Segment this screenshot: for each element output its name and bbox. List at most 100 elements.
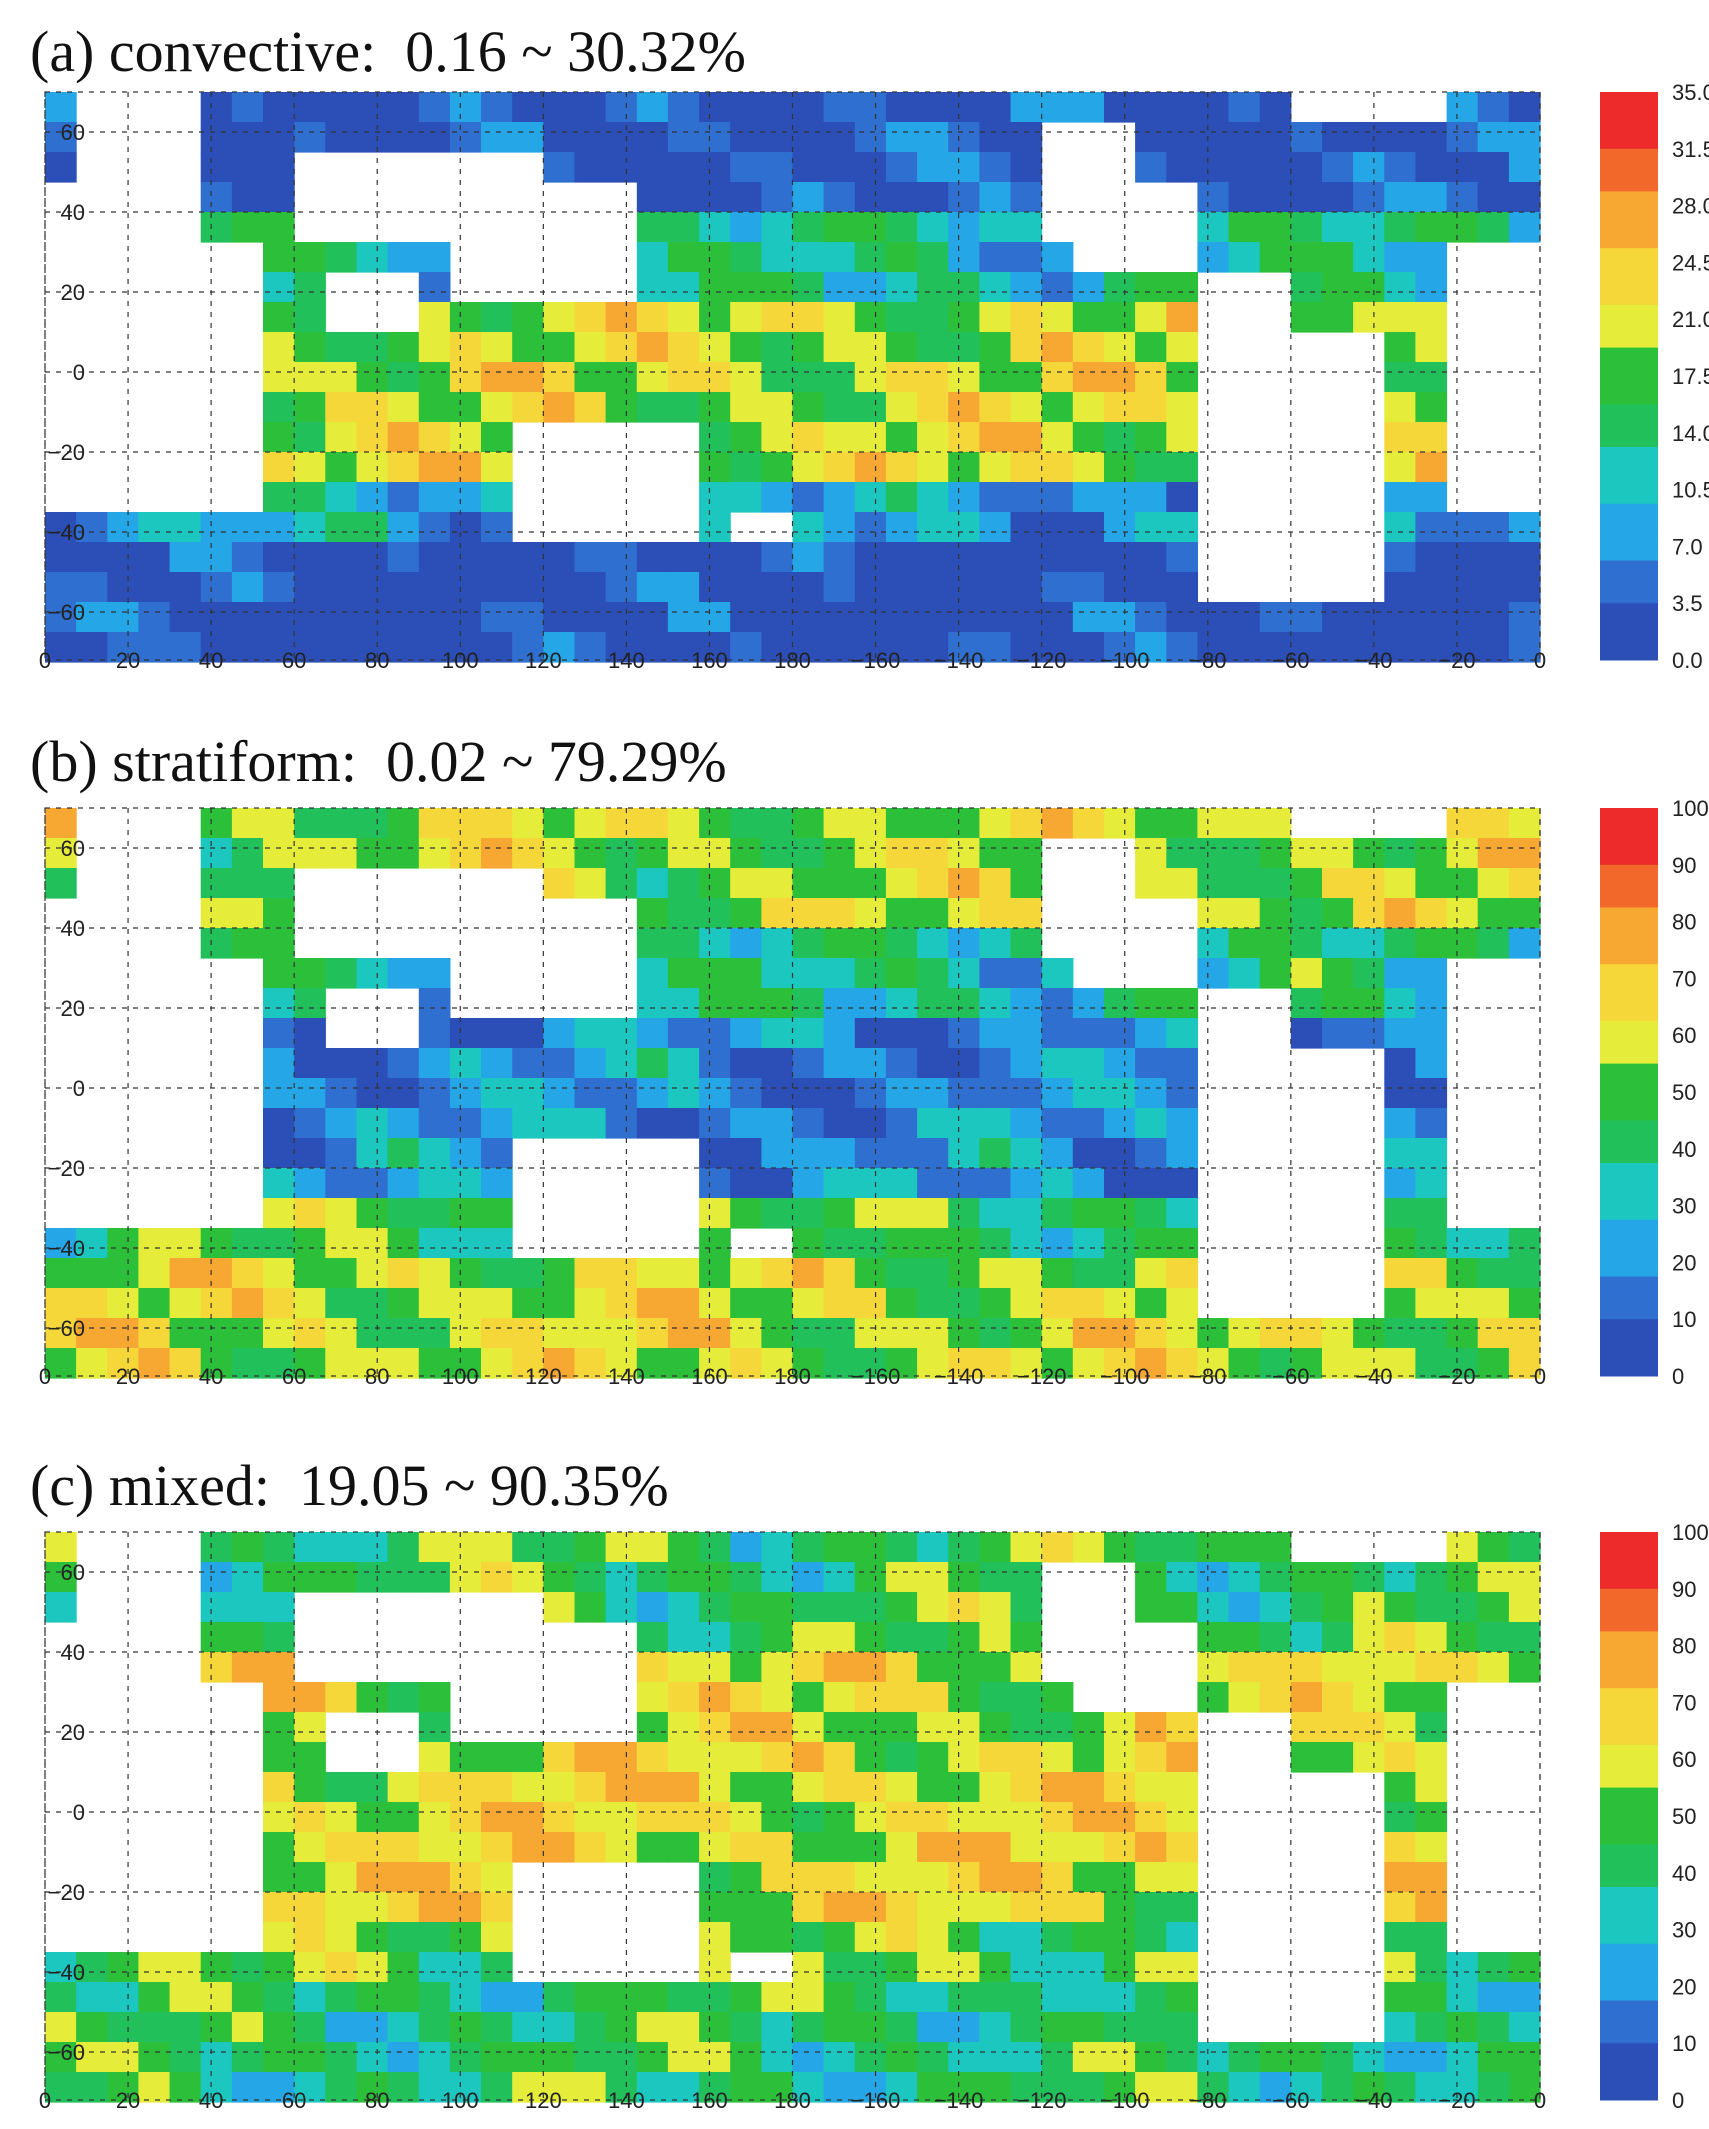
heatmap-cell	[1228, 1562, 1261, 1593]
heatmap-cell	[1197, 182, 1230, 213]
x-tick-label: −60	[1272, 1364, 1309, 1389]
heatmap-cell	[1353, 1318, 1385, 1349]
heatmap-cell	[1322, 1592, 1354, 1623]
heatmap-cell	[1135, 808, 1167, 839]
heatmap-cell	[948, 868, 980, 899]
heatmap-cell	[917, 1138, 949, 1169]
heatmap-cell	[512, 362, 544, 393]
heatmap-cell	[854, 1982, 887, 2013]
heatmap-cell	[481, 2072, 513, 2103]
heatmap-cell	[1072, 332, 1105, 363]
heatmap-cell	[418, 808, 451, 839]
heatmap-cell	[1259, 92, 1292, 123]
heatmap-cell	[512, 1562, 544, 1593]
heatmap-cell	[667, 92, 700, 123]
heatmap-cell	[823, 572, 856, 603]
heatmap-cell	[792, 2012, 825, 2043]
heatmap-cell	[294, 542, 326, 573]
heatmap-cell	[1290, 182, 1323, 213]
heatmap-cell	[1041, 362, 1074, 393]
y-tick-label: 20	[61, 1720, 85, 1745]
heatmap-cell	[263, 868, 295, 899]
heatmap-cell	[294, 572, 326, 603]
heatmap-cell	[1104, 272, 1136, 303]
colorbar-segment	[1600, 1943, 1658, 1959]
heatmap-cell	[1384, 1288, 1416, 1319]
heatmap-cell	[885, 602, 918, 633]
heatmap-cell	[979, 808, 1012, 839]
heatmap-cell	[169, 572, 202, 603]
heatmap-cell	[1446, 1982, 1479, 2013]
heatmap-cell	[387, 1198, 420, 1229]
heatmap-cell	[356, 1922, 389, 1953]
heatmap-cell	[1415, 242, 1448, 273]
heatmap-cell	[1104, 1922, 1136, 1953]
heatmap-cell	[1446, 182, 1479, 213]
x-tick-label: 0	[1534, 1364, 1546, 1389]
heatmap-cell	[1259, 1562, 1292, 1593]
heatmap-cell	[1353, 152, 1385, 183]
heatmap-cell	[1508, 1562, 1541, 1593]
heatmap-cell	[231, 92, 264, 123]
heatmap-cell	[1446, 868, 1479, 899]
heatmap-cell	[730, 272, 762, 303]
heatmap-cell	[917, 2042, 949, 2073]
heatmap-cell	[263, 1832, 295, 1863]
heatmap-cell	[699, 362, 731, 393]
heatmap-cell	[356, 392, 389, 423]
heatmap-cell	[1197, 928, 1230, 959]
x-tick-label: −100	[1100, 1364, 1150, 1389]
heatmap-cell	[263, 1228, 295, 1259]
heatmap-cell	[1415, 1832, 1448, 1863]
heatmap-cell	[1477, 212, 1510, 243]
heatmap-cell	[1228, 1592, 1261, 1623]
x-tick-label: 20	[116, 2088, 140, 2113]
heatmap-cell	[325, 1108, 357, 1139]
heatmap-cell	[418, 1348, 451, 1379]
heatmap-cell	[263, 1348, 295, 1379]
heatmap-cell	[574, 362, 607, 393]
heatmap-cell	[823, 1018, 856, 1049]
heatmap-cell	[948, 1018, 980, 1049]
heatmap-cell	[1384, 958, 1416, 989]
heatmap-cell	[1104, 1712, 1136, 1743]
heatmap-cell	[823, 212, 856, 243]
heatmap-cell	[1477, 868, 1510, 899]
y-tick-label: 60	[61, 120, 85, 145]
heatmap-cell	[387, 1318, 420, 1349]
heatmap-cell	[325, 1862, 357, 1893]
colorbar-tick-label: 0.0	[1672, 648, 1703, 673]
heatmap-cell	[1166, 122, 1198, 153]
x-tick-label: 180	[774, 1364, 811, 1389]
heatmap-cell	[356, 572, 389, 603]
heatmap-cell	[948, 632, 980, 663]
heatmap-cell	[387, 808, 420, 839]
heatmap-cell	[792, 1108, 825, 1139]
heatmap-cell	[667, 1258, 700, 1289]
heatmap-cell	[979, 542, 1012, 573]
heatmap-cell	[1104, 362, 1136, 393]
heatmap-cell	[1135, 1712, 1167, 1743]
heatmap-cell	[792, 1318, 825, 1349]
x-tick-label: 20	[116, 648, 140, 673]
heatmap-cell	[792, 2072, 825, 2103]
heatmap-cell	[76, 1348, 108, 1379]
heatmap-cell	[699, 482, 731, 513]
heatmap-cell	[481, 1348, 513, 1379]
heatmap-cell	[418, 362, 451, 393]
heatmap-cell	[792, 92, 825, 123]
heatmap-cell	[730, 1318, 762, 1349]
heatmap-cell	[1010, 1108, 1043, 1139]
heatmap-cell	[1010, 958, 1043, 989]
heatmap-cell	[948, 542, 980, 573]
heatmap-cell	[200, 1228, 233, 1259]
heatmap-cell	[1010, 1198, 1043, 1229]
heatmap-cell	[1072, 1862, 1105, 1893]
colorbar-segment	[1600, 447, 1658, 462]
x-tick-label: 0	[39, 2088, 51, 2113]
heatmap-cell	[1446, 212, 1479, 243]
heatmap-cell	[1010, 1168, 1043, 1199]
heatmap-cell	[1041, 1742, 1074, 1773]
heatmap-cell	[387, 2072, 420, 2103]
heatmap-cell	[730, 1742, 762, 1773]
